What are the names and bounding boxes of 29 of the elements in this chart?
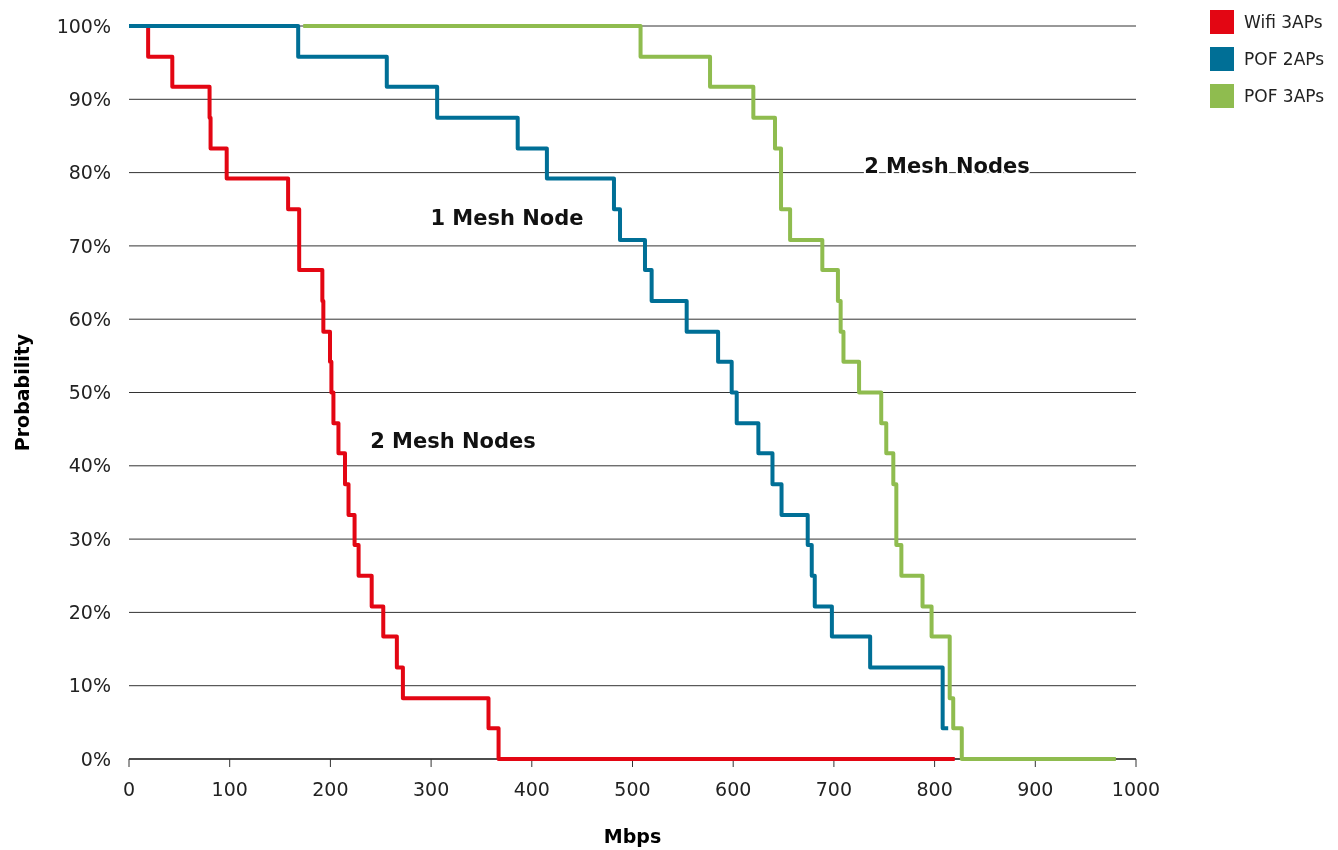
x-tick-label: 400	[513, 778, 550, 800]
y-axis-title: Probability	[11, 333, 33, 452]
y-tick-label: 80%	[68, 161, 111, 184]
y-tick-label: 50%	[68, 381, 111, 404]
y-tick-label: 0%	[80, 747, 111, 770]
x-tick-label: 600	[715, 778, 752, 800]
x-tick-label: 1000	[1111, 778, 1161, 800]
y-tick-label: 100%	[56, 14, 111, 37]
x-tick-label: 0	[122, 778, 136, 800]
y-tick-label: 60%	[68, 307, 111, 330]
y-tick-label: 40%	[68, 454, 111, 477]
legend-label: Wifi 3APs	[1244, 11, 1323, 32]
x-tick-label: 500	[614, 778, 651, 800]
x-tick-label: 900	[1017, 778, 1054, 800]
y-tick-label: 30%	[68, 527, 111, 550]
annotation: 2 Mesh Nodes	[370, 429, 536, 454]
y-tick-label: 10%	[68, 674, 111, 697]
y-tick-label: 70%	[68, 234, 111, 257]
legend-label: POF 2APs	[1244, 48, 1325, 69]
x-tick-label: 800	[916, 778, 953, 800]
x-tick-label: 300	[412, 778, 450, 800]
x-tick-label: 200	[312, 778, 349, 800]
x-axis-title: Mbps	[603, 825, 662, 847]
y-tick-label: 90%	[68, 87, 111, 110]
x-tick-label: 100	[211, 778, 248, 800]
legend-label: POF 3APs	[1244, 85, 1325, 106]
x-tick-label: 700	[815, 778, 853, 800]
y-tick-label: 20%	[68, 601, 111, 624]
annotation: 1 Mesh Node	[430, 206, 584, 231]
